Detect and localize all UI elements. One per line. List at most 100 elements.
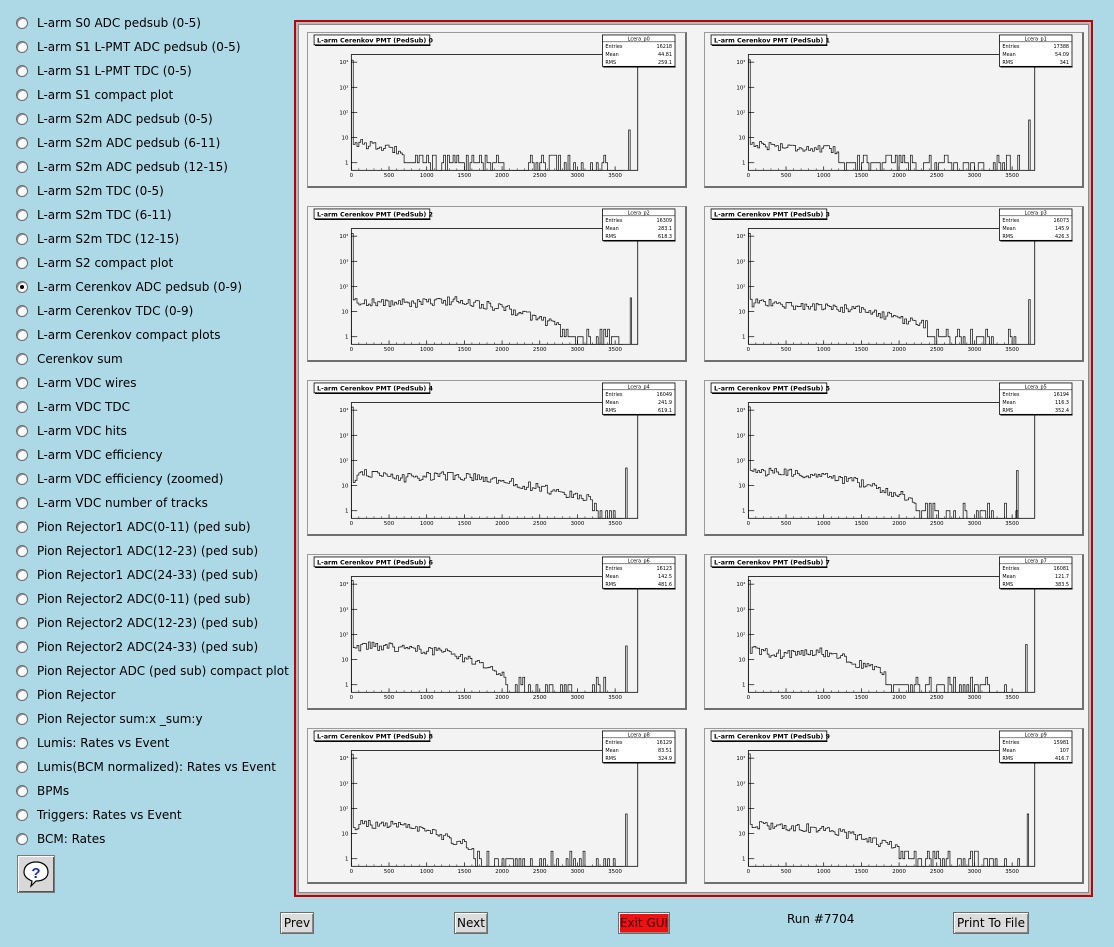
x-tick-label: 500 xyxy=(384,521,395,527)
plot-frame xyxy=(747,576,1036,693)
radio-button[interactable] xyxy=(16,161,28,173)
next-button[interactable]: Next xyxy=(454,912,488,934)
radio-button[interactable] xyxy=(16,425,28,437)
radio-item[interactable]: L-arm VDC wires xyxy=(16,371,286,395)
radio-button[interactable] xyxy=(16,305,28,317)
histogram-line xyxy=(351,59,623,171)
radio-button[interactable] xyxy=(16,761,28,773)
radio-item[interactable]: BPMs xyxy=(16,779,286,803)
radio-item[interactable]: Lumis: Rates vs Event xyxy=(16,731,286,755)
radio-button[interactable] xyxy=(16,353,28,365)
radio-item[interactable]: BCM: Rates xyxy=(16,827,286,851)
print-to-file-button[interactable]: Print To File xyxy=(953,912,1029,934)
radio-item[interactable]: Pion Rejector ADC (ped sub) compact plot xyxy=(16,659,289,683)
radio-label: L-arm S2m TDC (12-15) xyxy=(37,232,180,246)
radio-item[interactable]: L-arm VDC efficiency (zoomed) xyxy=(16,467,286,491)
radio-button-selected[interactable] xyxy=(16,281,28,293)
radio-item[interactable]: Lumis(BCM normalized): Rates vs Event xyxy=(16,755,286,779)
x-tick-label: 1500 xyxy=(855,869,869,875)
radio-button[interactable] xyxy=(16,473,28,485)
radio-button[interactable] xyxy=(16,569,28,581)
radio-item[interactable]: L-arm VDC TDC xyxy=(16,395,286,419)
x-tick-label: 3500 xyxy=(1005,869,1019,875)
stats-name: Lcera_p2 xyxy=(628,210,650,216)
radio-item[interactable]: Pion Rejector xyxy=(16,683,286,707)
radio-button[interactable] xyxy=(16,809,28,821)
radio-button[interactable] xyxy=(16,665,28,677)
exit-gui-button[interactable]: Exit GUI xyxy=(618,912,670,934)
help-button[interactable]: ? xyxy=(17,855,55,893)
radio-item[interactable]: L-arm S1 L-PMT ADC pedsub (0-5) xyxy=(16,35,286,59)
radio-button[interactable] xyxy=(16,617,28,629)
radio-item[interactable]: L-arm S2m TDC (0-5) xyxy=(16,179,286,203)
radio-button[interactable] xyxy=(16,329,28,341)
radio-button[interactable] xyxy=(16,641,28,653)
radio-item[interactable]: L-arm Cerenkov TDC (0-9) xyxy=(16,299,286,323)
y-tick-label: 10² xyxy=(736,109,745,116)
radio-button[interactable] xyxy=(16,89,28,101)
radio-button[interactable] xyxy=(16,545,28,557)
radio-item[interactable]: L-arm S2m ADC pedsub (6-11) xyxy=(16,131,286,155)
radio-item[interactable]: Pion Rejector1 ADC(24-33) (ped sub) xyxy=(16,563,286,587)
prev-button[interactable]: Prev xyxy=(280,912,314,934)
radio-button[interactable] xyxy=(16,497,28,509)
y-tick-label: 10² xyxy=(339,283,348,290)
radio-item[interactable]: L-arm S2m ADC pedsub (12-15) xyxy=(16,155,286,179)
x-tick-label: 1000 xyxy=(817,173,831,179)
histogram-pad: L-arm Cerenkov PMT (PedSub) 0 Lcera_p0 Ent… xyxy=(307,32,687,188)
radio-item[interactable]: L-arm S2 compact plot xyxy=(16,251,286,275)
radio-button[interactable] xyxy=(16,233,28,245)
radio-button[interactable] xyxy=(16,689,28,701)
y-tick-label: 10⁴ xyxy=(736,233,745,240)
radio-item[interactable]: L-arm S2m TDC (12-15) xyxy=(16,227,286,251)
radio-item[interactable]: L-arm VDC efficiency xyxy=(16,443,286,467)
x-tick-label: 500 xyxy=(384,173,395,179)
histogram-line xyxy=(748,406,1020,519)
radio-button[interactable] xyxy=(16,209,28,221)
radio-item[interactable]: Pion Rejector2 ADC(24-33) (ped sub) xyxy=(16,635,286,659)
radio-item[interactable]: L-arm S2m ADC pedsub (0-5) xyxy=(16,107,286,131)
histogram-title: L-arm Cerenkov PMT (PedSub) 7 xyxy=(714,558,830,566)
radio-button[interactable] xyxy=(16,17,28,29)
radio-item[interactable]: Pion Rejector2 ADC(12-23) (ped sub) xyxy=(16,611,286,635)
radio-button[interactable] xyxy=(16,785,28,797)
radio-item[interactable]: L-arm S1 L-PMT TDC (0-5) xyxy=(16,59,286,83)
radio-button[interactable] xyxy=(16,593,28,605)
y-tick-label: 1 xyxy=(742,335,745,341)
radio-button[interactable] xyxy=(16,257,28,269)
radio-item[interactable]: Cerenkov sum xyxy=(16,347,286,371)
radio-item[interactable]: Pion Rejector sum:x _sum:y xyxy=(16,707,286,731)
radio-label: Triggers: Rates vs Event xyxy=(37,808,182,822)
radio-item[interactable]: L-arm S1 compact plot xyxy=(16,83,286,107)
radio-item[interactable]: L-arm Cerenkov compact plots xyxy=(16,323,286,347)
radio-button[interactable] xyxy=(16,401,28,413)
radio-button[interactable] xyxy=(16,113,28,125)
radio-button[interactable] xyxy=(16,713,28,725)
radio-item[interactable]: Pion Rejector1 ADC(12-23) (ped sub) xyxy=(16,539,286,563)
radio-button[interactable] xyxy=(16,833,28,845)
radio-button[interactable] xyxy=(16,377,28,389)
radio-item[interactable]: L-arm VDC hits xyxy=(16,419,286,443)
radio-item[interactable]: Triggers: Rates vs Event xyxy=(16,803,286,827)
stats-box xyxy=(999,34,1073,67)
radio-button[interactable] xyxy=(16,521,28,533)
radio-item[interactable]: L-arm S2m TDC (6-11) xyxy=(16,203,286,227)
radio-button[interactable] xyxy=(16,137,28,149)
radio-button[interactable] xyxy=(16,185,28,197)
radio-item[interactable]: Pion Rejector1 ADC(0-11) (ped sub) xyxy=(16,515,286,539)
radio-button[interactable] xyxy=(16,737,28,749)
x-tick-label: 3000 xyxy=(968,521,982,527)
radio-item[interactable]: Pion Rejector2 ADC(0-11) (ped sub) xyxy=(16,587,286,611)
radio-button[interactable] xyxy=(16,65,28,77)
radio-item[interactable]: L-arm Cerenkov ADC pedsub (0-9) xyxy=(16,275,286,299)
radio-label: L-arm S2m TDC (6-11) xyxy=(37,208,172,222)
histogram-line xyxy=(748,580,1020,693)
radio-item[interactable]: L-arm S0 ADC pedsub (0-5) xyxy=(16,11,286,35)
stats-label: RMS xyxy=(1002,234,1013,240)
radio-item[interactable]: L-arm VDC number of tracks xyxy=(16,491,286,515)
y-tick-label: 10³ xyxy=(339,432,348,439)
stats-value: 16081 xyxy=(1053,566,1069,572)
radio-button[interactable] xyxy=(16,41,28,53)
radio-button[interactable] xyxy=(16,449,28,461)
stats-label: Mean xyxy=(605,748,618,754)
